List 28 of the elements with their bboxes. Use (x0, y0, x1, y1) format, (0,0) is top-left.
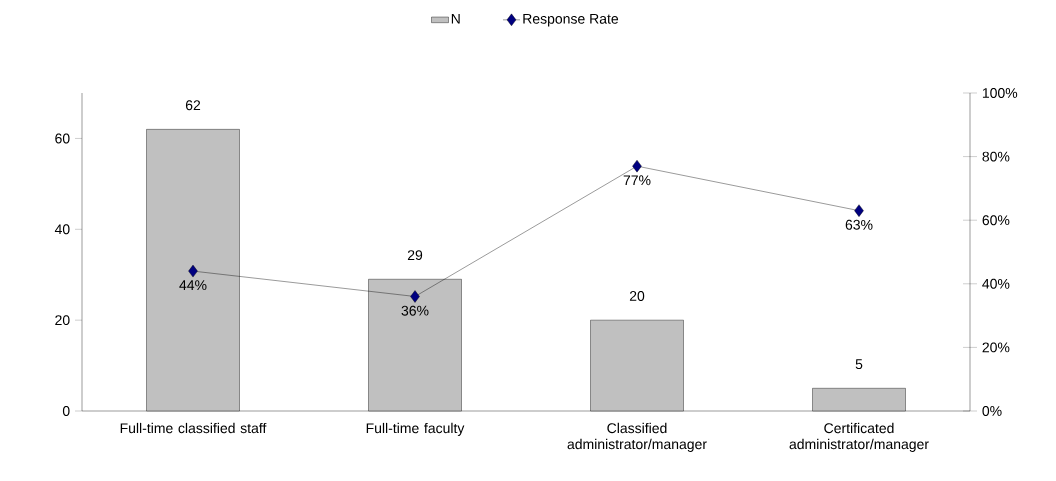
y2-tick-label: 100% (982, 88, 1018, 98)
x-tick-label: Full-time faculty (366, 422, 465, 436)
y-tick-label: 20 (55, 315, 70, 326)
point (632, 159, 642, 173)
x-tick-label: Certificated administrator/manager (789, 422, 929, 452)
legend-label: Response Rate (523, 14, 619, 27)
legend-label: N (451, 14, 460, 24)
y2-tick-label: 20% (982, 342, 1010, 353)
data-label: 5 (855, 359, 863, 370)
y2-tick-label: 60% (982, 215, 1010, 226)
point (410, 290, 420, 303)
data-label: 77% (623, 175, 651, 186)
y-tick-label: 40 (54, 224, 70, 235)
x-tick-label: Classified administrator/manager (567, 422, 707, 452)
data-label: 36% (401, 305, 429, 316)
data-label: 44% (179, 280, 207, 291)
data-label: 62 (185, 100, 201, 111)
data-label: 63% (845, 219, 873, 230)
point (854, 204, 864, 217)
y2-tick-label: 0% (982, 406, 1002, 416)
x-tick-label: Full-time classified staff (120, 422, 267, 434)
y2-tick-label: 40% (982, 278, 1010, 289)
y-tick-label: 60 (55, 133, 70, 144)
y2-tick-label: 80% (982, 151, 1010, 162)
data-label: 20 (629, 291, 645, 301)
point (188, 264, 198, 278)
y-tick-label: 0 (62, 406, 70, 416)
data-label: 29 (407, 250, 423, 261)
